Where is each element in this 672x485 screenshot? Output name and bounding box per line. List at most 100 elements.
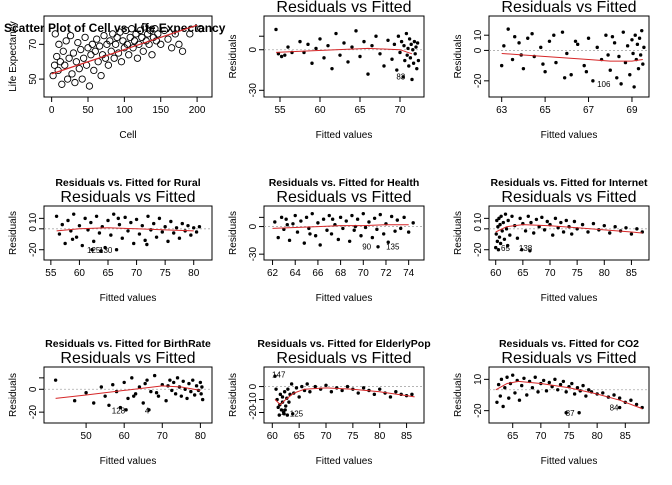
data-point: [405, 53, 409, 57]
data-point: [572, 219, 577, 224]
data-point: [285, 223, 289, 227]
data-point: [276, 52, 281, 56]
data-point: [54, 214, 59, 218]
data-point: [378, 212, 382, 217]
data-point: [284, 217, 288, 221]
y-axis-label: Residuals: [453, 373, 464, 417]
data-point: [543, 70, 547, 74]
point-annotation: 138: [519, 244, 533, 253]
data-point: [279, 408, 284, 412]
data-point: [287, 238, 292, 243]
y-tick-label: -30: [248, 246, 259, 261]
data-point: [149, 389, 153, 394]
data-point: [318, 243, 322, 247]
data-point: [284, 404, 288, 408]
x-tick-label: 66: [312, 268, 324, 279]
chart-subtitle: Residuals vs Fitted: [60, 189, 195, 206]
data-point: [554, 60, 558, 65]
x-tick-label: 75: [160, 268, 172, 279]
data-point: [169, 219, 173, 224]
x-tick-label: 85: [626, 268, 638, 279]
data-point: [74, 38, 82, 47]
data-point: [88, 40, 97, 48]
data-point: [378, 52, 382, 56]
data-point: [133, 392, 138, 396]
data-point: [285, 413, 290, 417]
data-point: [355, 217, 360, 221]
data-point: [401, 75, 405, 79]
x-tick-label: 74: [403, 268, 415, 279]
data-point: [404, 31, 409, 36]
data-point: [551, 233, 555, 237]
data-point: [372, 392, 377, 397]
data-point: [413, 52, 417, 56]
data-point: [103, 245, 107, 250]
data-point: [565, 51, 569, 56]
data-point: [313, 234, 318, 238]
x-tick-label: 63: [496, 105, 508, 116]
data-point: [194, 384, 199, 388]
data-point: [411, 48, 415, 52]
data-point: [575, 42, 580, 47]
y-tick-label: 10: [473, 212, 484, 224]
data-point: [297, 395, 301, 399]
x-tick-label: 0: [49, 105, 55, 116]
x-tick-label: 70: [358, 268, 370, 279]
data-point: [416, 58, 421, 63]
data-point: [103, 394, 107, 398]
data-point: [362, 39, 366, 44]
data-point: [338, 215, 343, 220]
data-point: [119, 37, 127, 45]
data-point: [140, 223, 144, 228]
data-point: [556, 226, 560, 230]
data-point: [638, 53, 643, 57]
data-point: [143, 381, 147, 386]
data-point: [564, 390, 568, 394]
data-point: [90, 66, 98, 75]
data-point: [291, 412, 295, 416]
data-point: [152, 37, 161, 45]
data-point: [584, 70, 589, 74]
data-point: [304, 215, 309, 220]
data-point: [556, 388, 560, 392]
data-point: [110, 54, 118, 62]
x-axis-label: Fitted values: [316, 293, 373, 304]
data-point: [132, 30, 140, 38]
data-point: [350, 213, 354, 218]
smoother-line: [272, 224, 409, 229]
x-tick-label: 85: [620, 431, 632, 442]
data-point: [276, 235, 280, 240]
x-tick-label: 67: [583, 105, 595, 116]
x-tick-label: 69: [626, 105, 638, 116]
data-point: [582, 63, 586, 68]
data-point: [170, 388, 174, 393]
point-annotation: 83: [396, 72, 405, 81]
data-point: [553, 216, 558, 221]
data-point: [499, 377, 504, 382]
data-point: [344, 219, 348, 223]
data-point: [617, 405, 622, 410]
data-point: [329, 390, 334, 394]
data-point: [505, 375, 509, 379]
data-point: [595, 45, 599, 50]
x-tick-label: 70: [544, 268, 556, 279]
data-point: [179, 394, 184, 398]
data-point: [641, 62, 645, 66]
data-point: [302, 241, 306, 245]
data-point: [374, 34, 378, 38]
data-point: [57, 232, 62, 236]
data-point: [295, 230, 300, 234]
data-point: [325, 228, 329, 232]
x-tick-label: 70: [131, 268, 143, 279]
data-point: [293, 213, 297, 218]
data-point: [63, 75, 72, 83]
data-point: [386, 240, 390, 244]
data-point: [278, 392, 283, 397]
data-point: [545, 219, 549, 224]
data-point: [156, 394, 161, 398]
data-point: [634, 402, 639, 407]
data-point: [395, 68, 399, 72]
data-point: [174, 226, 179, 230]
data-point: [608, 68, 612, 72]
data-point: [167, 44, 176, 52]
